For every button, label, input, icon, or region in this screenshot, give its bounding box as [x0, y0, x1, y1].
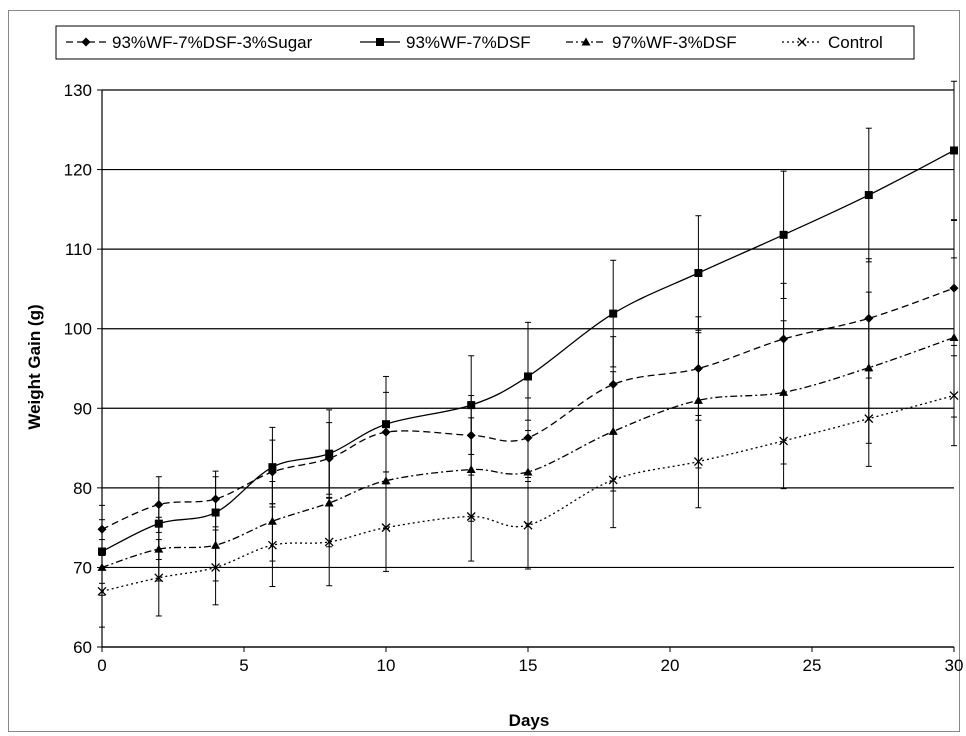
y-tick-label: 60 [73, 638, 92, 657]
chart-frame [8, 10, 960, 732]
data-point-x [97, 586, 107, 596]
x-tick-labels: 0 5 10 15 20 25 30 [97, 656, 963, 675]
data-point-triangle [466, 465, 476, 474]
data-point-square [325, 449, 334, 458]
data-point-x [267, 540, 277, 550]
x-mark-stroke [324, 537, 334, 547]
legend-label: 93%WF-7%DSF [406, 33, 531, 52]
y-tick-label: 70 [73, 558, 92, 577]
data-point-triangle [608, 426, 618, 435]
data-point-x [797, 37, 807, 47]
legend-item-1: 93%WF-7%DSF [360, 33, 531, 52]
x-mark-stroke [864, 414, 874, 424]
data-point-square [694, 269, 703, 278]
y-tick-label: 90 [73, 399, 92, 418]
y-axis-title: Weight Gain (g) [25, 304, 44, 429]
data-point-x [608, 475, 618, 485]
data-point-square [864, 191, 873, 200]
x-mark-stroke [267, 540, 277, 550]
x-mark-stroke [381, 523, 391, 533]
legend-item-0: 93%WF-7%DSF-3%Sugar [66, 33, 313, 52]
y-tick-label: 120 [64, 161, 92, 180]
x-tick-label: 30 [945, 656, 964, 675]
x-mark-stroke [211, 562, 221, 572]
data-point-diamond [81, 37, 91, 47]
x-mark-stroke [779, 436, 789, 446]
data-point-x [779, 436, 789, 446]
data-point-x [693, 457, 703, 467]
x-tick-label: 15 [519, 656, 538, 675]
legend-item-2: 97%WF-3%DSF [566, 33, 737, 52]
legend-label: 97%WF-3%DSF [612, 33, 737, 52]
data-point-x [324, 537, 334, 547]
legend-label: 93%WF-7%DSF-3%Sugar [112, 33, 313, 52]
x-mark-stroke [693, 457, 703, 467]
data-point-x [949, 391, 959, 401]
series-line [101, 336, 955, 569]
x-mark-stroke [797, 37, 807, 47]
x-mark-stroke [97, 586, 107, 596]
data-point-triangle [523, 467, 533, 476]
x-tick-label: 20 [661, 656, 680, 675]
data-point-x [523, 520, 533, 530]
x-mark-stroke [466, 512, 476, 521]
y-tick-label: 130 [64, 81, 92, 100]
legend-label: Control [828, 33, 883, 52]
legend-item-3: Control [782, 33, 883, 52]
series-line [101, 287, 955, 530]
data-point-square [376, 38, 384, 46]
x-tick-label: 25 [803, 656, 822, 675]
x-tick-label: 0 [97, 656, 106, 675]
data-point-square [609, 309, 618, 318]
y-tick-label: 100 [64, 320, 92, 339]
series-layer [97, 80, 959, 628]
data-point-square [950, 146, 958, 155]
legend: 93%WF-7%DSF-3%Sugar 93%WF-7%DSF 97%WF-3%DS… [55, 25, 915, 60]
data-point-square [268, 463, 277, 472]
y-tick-label: 110 [65, 240, 92, 259]
x-tick-label: 10 [377, 656, 396, 675]
x-axis-title: Days [509, 711, 550, 730]
data-point-square [779, 230, 788, 239]
data-point-x [864, 414, 874, 424]
data-point-x [381, 523, 391, 533]
data-point-x [154, 573, 164, 583]
x-mark-stroke [523, 520, 533, 530]
data-point-x [211, 562, 221, 572]
data-point-triangle [693, 395, 703, 404]
data-point-square [524, 372, 532, 381]
data-point-triangle [581, 37, 591, 46]
data-point-triangle [949, 332, 959, 341]
data-point-square [467, 401, 476, 410]
y-tick-label: 80 [73, 479, 92, 498]
data-point-triangle [779, 387, 789, 396]
data-point-triangle [864, 363, 874, 372]
series-line [101, 394, 955, 592]
x-tick-label: 5 [239, 656, 248, 675]
x-mark-stroke [154, 573, 164, 583]
data-point-x [466, 512, 476, 521]
data-point-triangle [381, 476, 391, 485]
series-3 [97, 344, 959, 628]
x-mark-stroke [608, 475, 618, 485]
legend-box [55, 25, 915, 60]
data-point-square [382, 420, 390, 429]
y-tick-labels: 60 70 80 90 100 110 120 130 [64, 81, 92, 657]
x-mark-stroke [949, 391, 959, 401]
